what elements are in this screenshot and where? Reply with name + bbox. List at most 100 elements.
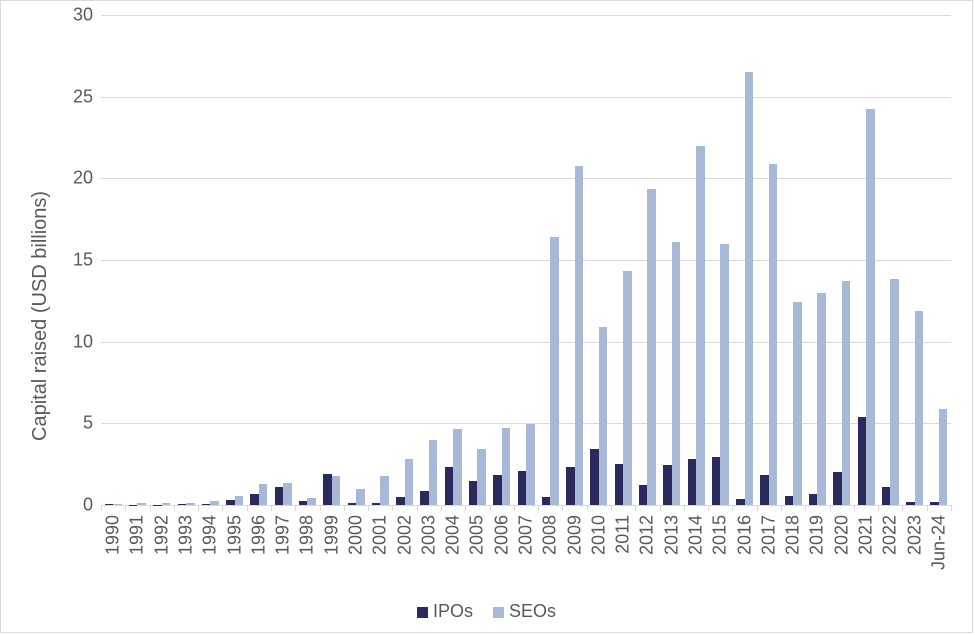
x-tick-label: 2007 bbox=[516, 515, 537, 555]
bar-ipos bbox=[858, 417, 867, 505]
x-tick-mark bbox=[708, 505, 709, 511]
bar-ipos bbox=[105, 504, 114, 505]
bar-ipos bbox=[906, 502, 915, 505]
legend-label: IPOs bbox=[433, 601, 473, 621]
x-tick-label: 2011 bbox=[613, 515, 634, 554]
y-axis-label: Capital raised (USD billions) bbox=[29, 191, 52, 441]
x-tick-label: 1997 bbox=[273, 515, 294, 555]
bar-seos bbox=[332, 476, 341, 505]
x-tick-mark bbox=[198, 505, 199, 511]
x-tick-mark bbox=[368, 505, 369, 511]
bar-seos bbox=[259, 484, 268, 505]
x-tick-mark bbox=[854, 505, 855, 511]
x-tick-label: 2000 bbox=[346, 515, 367, 555]
x-tick-mark bbox=[125, 505, 126, 511]
x-tick-label: 2006 bbox=[491, 515, 512, 555]
x-tick-label: 2016 bbox=[734, 515, 755, 555]
bar-ipos bbox=[760, 475, 769, 505]
bar-seos bbox=[647, 189, 656, 505]
chart-frame: Capital raised (USD billions) 0510152025… bbox=[0, 0, 973, 633]
x-tick-label: 2021 bbox=[856, 515, 877, 555]
x-tick-mark bbox=[757, 505, 758, 511]
bar-seos bbox=[380, 476, 389, 505]
x-tick-mark bbox=[417, 505, 418, 511]
bar-seos bbox=[575, 166, 584, 505]
x-tick-label: 1991 bbox=[127, 515, 148, 555]
bar-seos bbox=[113, 504, 122, 505]
legend: IPOs SEOs bbox=[1, 601, 972, 622]
x-tick-label: 2014 bbox=[686, 515, 707, 555]
x-tick-mark bbox=[344, 505, 345, 511]
bar-ipos bbox=[615, 464, 624, 505]
x-tick-label: 2015 bbox=[710, 515, 731, 555]
bar-seos bbox=[405, 459, 414, 505]
x-tick-label: Jun-24 bbox=[928, 515, 949, 570]
x-tick-mark bbox=[150, 505, 151, 511]
x-tick-mark bbox=[684, 505, 685, 511]
bar-seos bbox=[235, 496, 244, 505]
bar-seos bbox=[477, 449, 486, 505]
bar-ipos bbox=[663, 465, 672, 505]
bar-ipos bbox=[590, 449, 599, 505]
bars-layer bbox=[101, 15, 951, 505]
x-tick-label: 1998 bbox=[297, 515, 318, 555]
x-tick-mark bbox=[805, 505, 806, 511]
x-tick-label: 1996 bbox=[248, 515, 269, 555]
bar-ipos bbox=[639, 485, 648, 505]
x-tick-label: 1995 bbox=[224, 515, 245, 555]
x-tick-label: 2022 bbox=[880, 515, 901, 555]
x-tick-mark bbox=[441, 505, 442, 511]
x-tick-mark bbox=[611, 505, 612, 511]
bar-ipos bbox=[736, 499, 745, 505]
bar-seos bbox=[890, 279, 899, 505]
x-tick-mark bbox=[927, 505, 928, 511]
bar-ipos bbox=[809, 494, 818, 505]
x-tick-mark bbox=[271, 505, 272, 511]
bar-seos bbox=[550, 237, 559, 505]
bar-seos bbox=[186, 503, 195, 505]
bar-ipos bbox=[469, 481, 478, 506]
bar-seos bbox=[745, 72, 754, 505]
x-tick-mark bbox=[320, 505, 321, 511]
bar-seos bbox=[453, 429, 462, 505]
bar-ipos bbox=[348, 503, 357, 505]
x-tick-label: 1994 bbox=[200, 515, 221, 555]
bar-ipos bbox=[299, 501, 308, 505]
bar-ipos bbox=[420, 491, 429, 505]
y-tick-label: 15 bbox=[73, 250, 93, 271]
legend-item: IPOs bbox=[417, 601, 473, 622]
bar-ipos bbox=[542, 497, 551, 505]
bar-ipos bbox=[202, 504, 211, 505]
x-tick-label: 2013 bbox=[661, 515, 682, 555]
bar-seos bbox=[137, 503, 146, 505]
x-tick-label: 2002 bbox=[394, 515, 415, 555]
bar-seos bbox=[842, 281, 851, 505]
x-tick-label: 2017 bbox=[758, 515, 779, 555]
y-tick-label: 30 bbox=[73, 5, 93, 26]
gridline bbox=[101, 505, 951, 506]
bar-seos bbox=[769, 164, 778, 505]
bar-ipos bbox=[882, 487, 891, 505]
bar-ipos bbox=[226, 500, 235, 505]
bar-seos bbox=[915, 311, 924, 505]
legend-swatch bbox=[493, 607, 504, 618]
bar-seos bbox=[429, 440, 438, 505]
x-tick-mark bbox=[830, 505, 831, 511]
x-tick-mark bbox=[902, 505, 903, 511]
bar-ipos bbox=[396, 497, 405, 505]
x-tick-label: 1993 bbox=[176, 515, 197, 555]
bar-seos bbox=[817, 293, 826, 505]
y-tick-label: 0 bbox=[83, 495, 93, 516]
bar-seos bbox=[502, 428, 511, 505]
legend-label: SEOs bbox=[509, 601, 556, 621]
x-tick-mark bbox=[587, 505, 588, 511]
bar-seos bbox=[793, 302, 802, 505]
y-tick-label: 25 bbox=[73, 86, 93, 107]
x-tick-mark bbox=[732, 505, 733, 511]
x-tick-mark bbox=[222, 505, 223, 511]
bar-seos bbox=[307, 498, 316, 505]
x-tick-mark bbox=[635, 505, 636, 511]
bar-ipos bbox=[688, 459, 697, 505]
bar-ipos bbox=[178, 504, 187, 505]
bar-seos bbox=[210, 501, 219, 505]
